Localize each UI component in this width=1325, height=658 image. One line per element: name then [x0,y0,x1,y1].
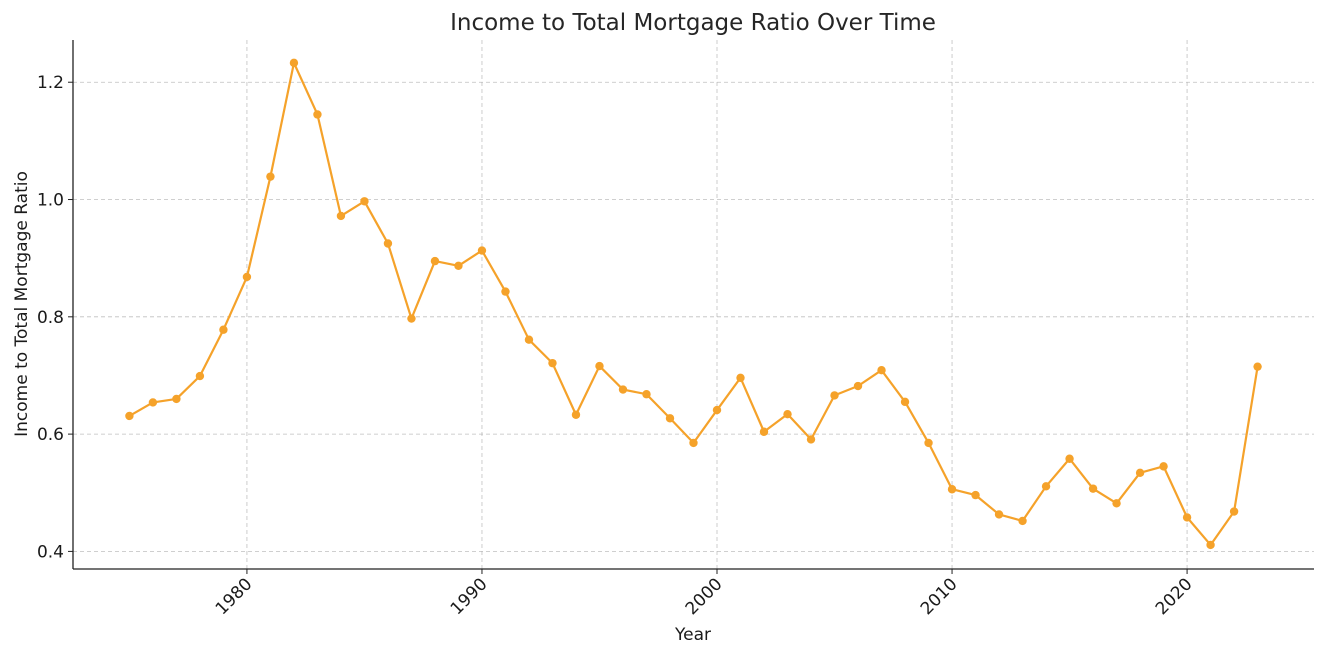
data-point [1253,362,1262,371]
data-point [336,211,346,221]
data-point [1135,468,1145,478]
data-point [430,256,440,266]
data-point [759,427,769,436]
axes [72,40,1314,570]
data-point [595,361,604,371]
data-point [313,110,322,119]
data-point [947,485,957,494]
data-point [1182,513,1192,522]
x-tick-label: 2010 [917,574,962,619]
data-point [712,405,722,415]
data-point [736,373,745,383]
data-point [806,435,816,444]
data-point [195,371,205,381]
data-point [360,197,369,206]
data-point [1159,462,1168,471]
data-point [1065,454,1074,463]
data-point [971,490,980,500]
data-point [642,390,651,399]
x-axis-title: Year [674,625,711,645]
series-line [128,61,1259,547]
data-point [830,391,839,400]
data-point [383,239,393,248]
data-point [618,385,628,394]
data-point [548,358,557,368]
data-point [877,365,886,375]
data-point [1229,507,1239,516]
data-point [454,261,463,270]
data-point [665,414,675,423]
y-axis-ticks: 0.4 0.6 0.8 1.0 1.2 [37,73,73,562]
data-point [924,438,933,448]
x-tick-label: 2000 [682,574,727,619]
series-layer [125,58,1262,550]
data-point [1088,484,1098,493]
data-point [524,335,534,344]
data-point [266,172,275,181]
data-point [1206,540,1215,550]
data-point [689,438,698,448]
data-point [501,287,510,296]
x-axis-ticks: 1980 1990 2000 2010 2020 [212,569,1197,619]
data-point [900,397,910,407]
data-point [148,398,158,407]
grid [73,40,1314,569]
data-point [242,272,252,282]
y-tick-label: 0.4 [37,542,64,562]
x-tick-label: 1990 [447,574,492,619]
data-point [219,325,228,334]
data-point [477,246,487,255]
data-point [571,410,581,419]
x-tick-label: 1980 [212,574,257,619]
x-tick-label: 2020 [1152,574,1197,619]
y-tick-label: 0.6 [37,425,64,445]
y-tick-label: 0.8 [37,308,64,328]
data-point [1041,482,1051,491]
y-tick-label: 1.0 [37,191,64,211]
data-point [853,381,863,391]
chart-title: Income to Total Mortgage Ratio Over Time [450,10,936,36]
y-tick-label: 1.2 [37,73,64,93]
data-point [994,510,1004,519]
y-axis-title: Income to Total Mortgage Ratio [12,171,32,437]
data-point [407,314,416,323]
data-point [289,58,299,68]
data-point [172,394,181,404]
data-point [783,409,792,419]
data-point [1112,499,1121,508]
data-point [125,411,134,421]
data-point [1018,516,1027,526]
